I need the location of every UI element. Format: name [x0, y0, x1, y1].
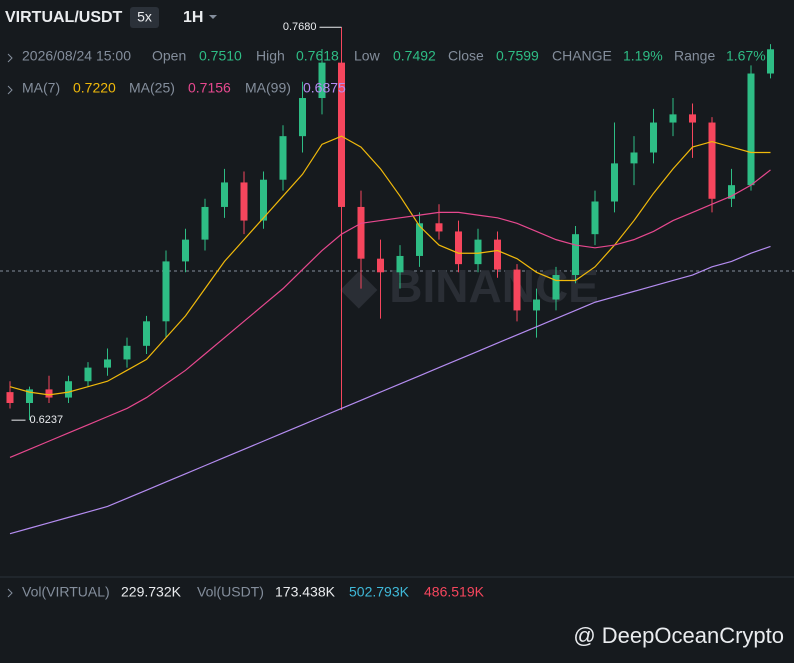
info-label: CHANGE — [552, 48, 612, 64]
candle-body — [747, 73, 755, 186]
candle-body — [84, 367, 92, 382]
candle-body — [182, 239, 189, 262]
candle-body — [260, 179, 267, 221]
candle-body — [318, 62, 326, 99]
candle-body — [65, 381, 72, 398]
info-label: Range — [674, 48, 715, 64]
ma-line — [9, 169, 771, 459]
info-time: 2026/08/24 15:00 — [22, 48, 131, 64]
ma-label: MA(25) — [129, 80, 175, 96]
annotation-label: 0.7680 — [283, 21, 317, 33]
candle-body — [552, 275, 560, 300]
info-label: High — [256, 48, 285, 64]
vol-value: 502.793K — [349, 584, 410, 600]
leverage-box[interactable] — [130, 7, 159, 28]
ma-label: MA(7) — [22, 80, 60, 96]
candle-body — [377, 258, 384, 273]
candle-body — [396, 255, 404, 273]
interval[interactable]: 1H — [183, 9, 203, 26]
candle-body — [240, 182, 248, 221]
info-value: 1.67% — [726, 48, 766, 64]
annotation-label: 0.6237 — [30, 414, 64, 426]
info-label: Open — [152, 48, 186, 64]
collapse[interactable] — [7, 85, 13, 95]
ma-value: 0.7220 — [73, 80, 116, 96]
candle-body — [474, 239, 482, 265]
candle-body — [143, 321, 150, 346]
info-value: 0.7492 — [393, 48, 436, 64]
candle-body — [104, 359, 111, 368]
candle-body — [26, 389, 33, 404]
candle-body — [669, 114, 677, 123]
candle-body — [123, 345, 131, 360]
info-value: 0.7510 — [199, 48, 242, 64]
watermark: @ DeepOceanCrypto — [573, 623, 784, 648]
candle-body — [455, 231, 462, 265]
candle-body — [611, 163, 618, 202]
ma-line — [9, 135, 771, 396]
vol-value: 486.519K — [424, 584, 485, 600]
candle-body — [279, 136, 287, 180]
info-value: 1.19% — [623, 48, 663, 64]
ma-value: 0.6875 — [303, 80, 346, 96]
info-value: 0.7618 — [296, 48, 339, 64]
ma-label: MA(99) — [245, 80, 291, 96]
candle-body — [650, 122, 657, 153]
info-label: Close — [448, 48, 484, 64]
candle-body — [513, 269, 521, 311]
candle-body — [494, 239, 501, 270]
ma-value: 0.7156 — [188, 80, 231, 96]
interval-caret[interactable] — [209, 15, 217, 19]
candle-body — [338, 62, 345, 207]
vol-label: Vol(VIRTUAL) — [22, 584, 110, 600]
vol-value: 173.438K — [275, 584, 336, 600]
candle-body — [221, 182, 228, 207]
candle-body — [416, 223, 423, 256]
candle-body — [533, 299, 540, 311]
candle-body — [299, 98, 306, 137]
vol-value: 229.732K — [121, 584, 182, 600]
candle-body — [6, 392, 14, 404]
candle-body — [201, 206, 209, 240]
candle-body — [162, 261, 170, 322]
candle-body — [708, 122, 716, 199]
candle-body — [689, 114, 696, 123]
ma-line — [9, 245, 771, 535]
info-value: 0.7599 — [496, 48, 539, 64]
collapse[interactable] — [7, 53, 13, 63]
pair[interactable]: VIRTUAL/USDT — [5, 9, 123, 26]
vol-label: Vol(USDT) — [197, 584, 264, 600]
candle-body — [630, 152, 638, 164]
candle-body — [572, 234, 579, 276]
candle-body — [591, 201, 599, 235]
info-label: Low — [354, 48, 381, 64]
collapse[interactable] — [7, 588, 13, 598]
candle-body — [435, 223, 443, 232]
candle-body — [357, 206, 365, 259]
candle-body — [728, 185, 735, 199]
candle-body — [45, 389, 53, 398]
leverage[interactable]: 5x — [137, 9, 152, 25]
candle-body — [767, 49, 774, 74]
